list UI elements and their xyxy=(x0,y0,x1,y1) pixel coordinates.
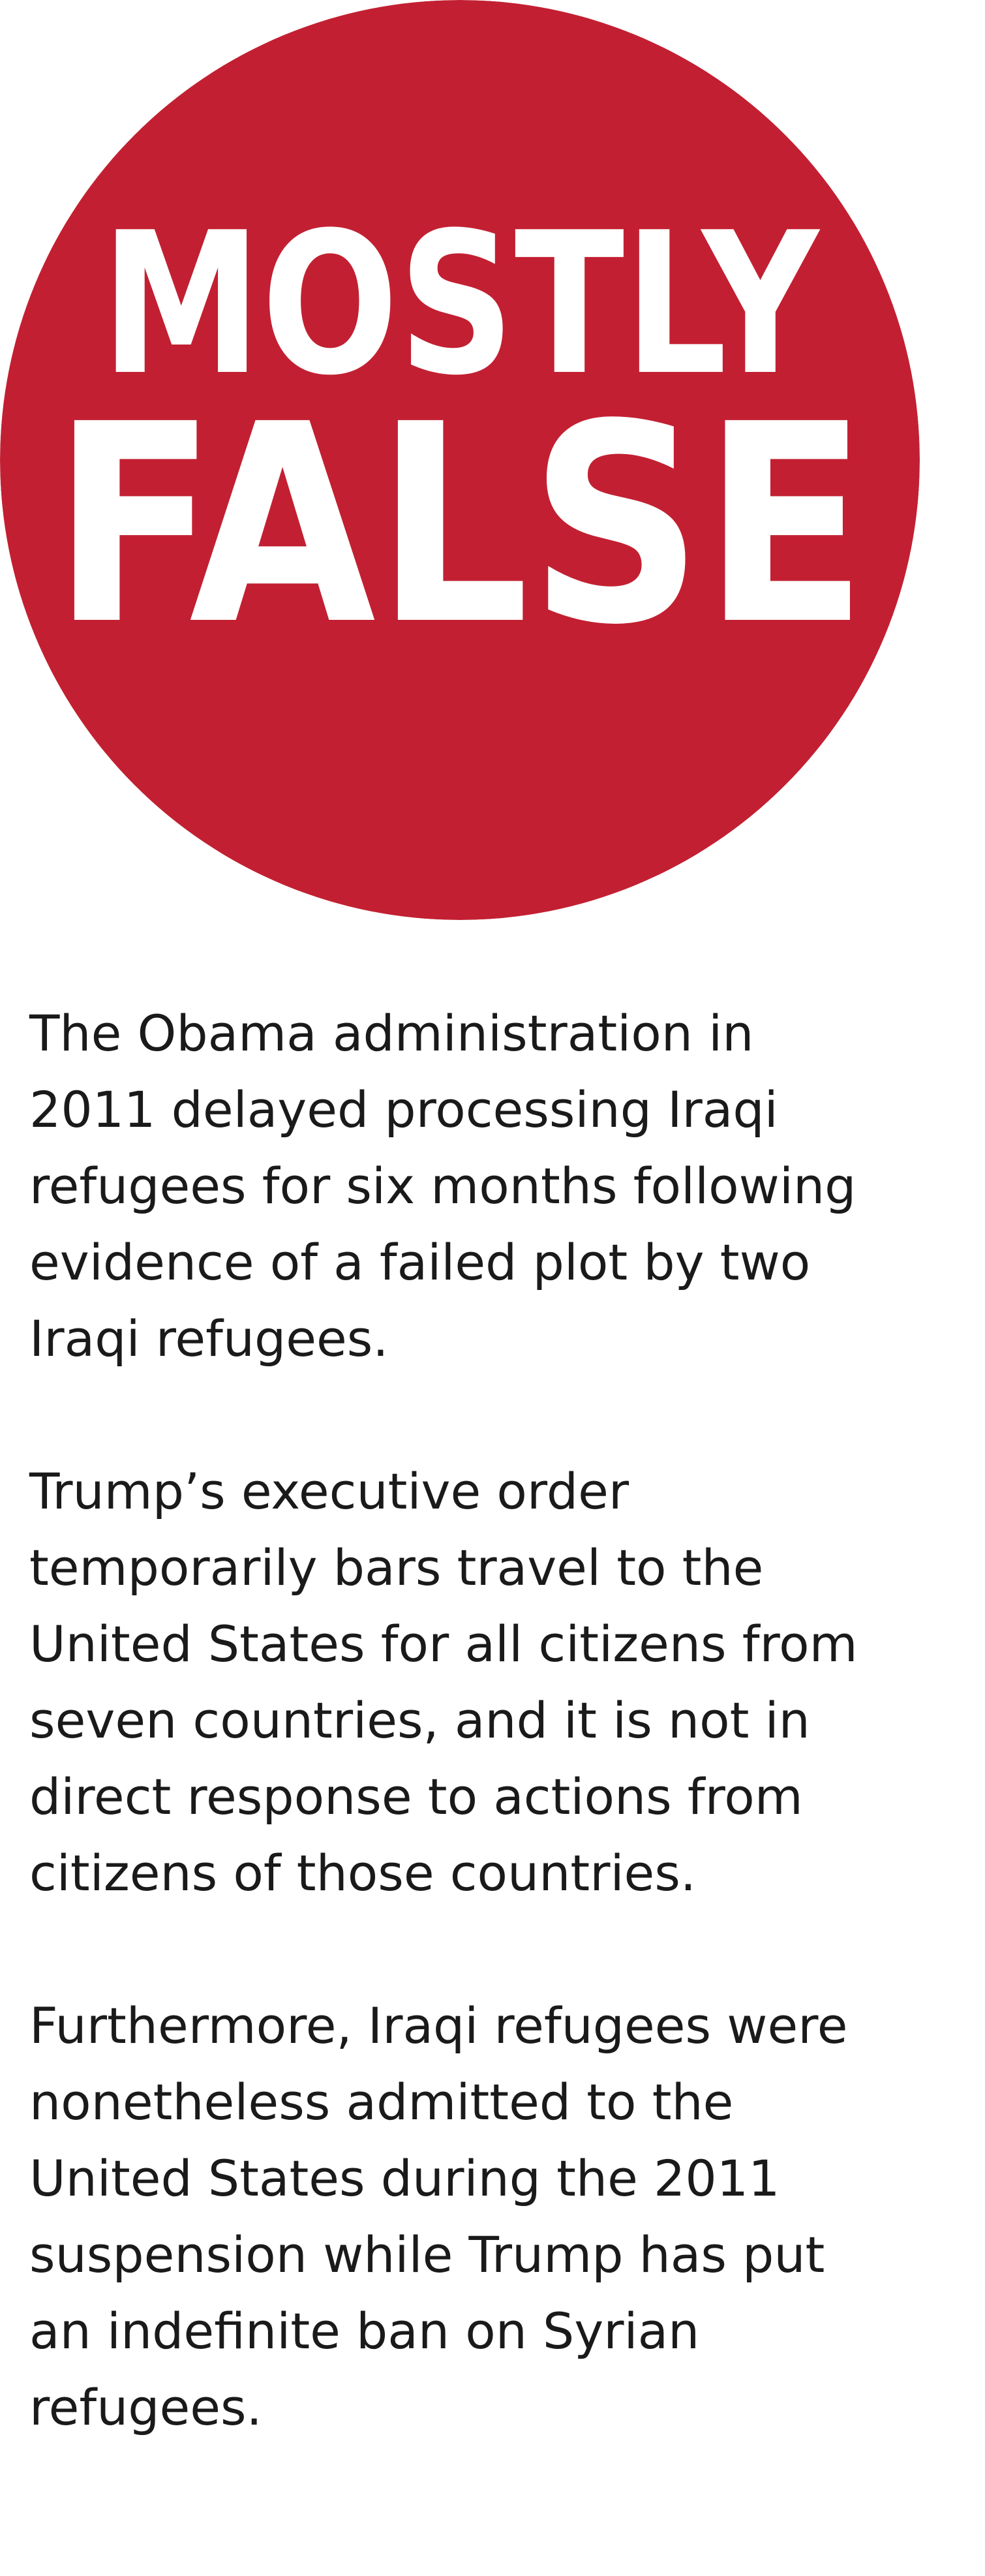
text-line: seven countries, and it is not in xyxy=(29,1691,810,1749)
text-line: refugees for six months following xyxy=(29,1157,856,1215)
ruling-circle xyxy=(0,0,920,920)
text-line: The Obama administration in xyxy=(29,1004,754,1062)
text-line: Iraqi refugees. xyxy=(29,1310,389,1368)
ruling-word-mostly: MOSTLY xyxy=(101,191,821,418)
text-line: United States during the 2011 xyxy=(29,2149,780,2207)
text-line: citizens of those countries. xyxy=(29,1844,697,1902)
text-line: refugees. xyxy=(29,2378,262,2436)
text-line: suspension while Trump has put xyxy=(29,2226,825,2284)
ruling-badge-graphic: MOSTLY FALSE xyxy=(0,0,920,920)
text-line: an indefinite ban on Syrian xyxy=(29,2302,700,2360)
paragraph-furthermore: Furthermore, Iraqi refugees were nonethe… xyxy=(29,1987,969,2446)
text-line: temporarily bars travel to the xyxy=(29,1539,764,1597)
ruling-explanation: The Obama administration in 2011 delayed… xyxy=(29,995,969,2446)
text-line: evidence of a failed plot by two xyxy=(29,1233,811,1291)
text-line: nonetheless admitted to the xyxy=(29,2073,734,2131)
text-line: United States for all citizens from xyxy=(29,1615,858,1673)
text-line: direct response to actions from xyxy=(29,1768,803,1826)
text-line: 2011 delayed processing Iraqi xyxy=(29,1081,778,1139)
text-line: Furthermore, Iraqi refugees were xyxy=(29,1997,848,2055)
paragraph-obama-2011: The Obama administration in 2011 delayed… xyxy=(29,995,969,1377)
paragraph-trump-order: Trump’s executive order temporarily bars… xyxy=(29,1453,969,1911)
ruling-badge: MOSTLY FALSE xyxy=(0,0,920,920)
text-line: Trump’s executive order xyxy=(29,1462,629,1520)
ruling-word-false: FALSE xyxy=(52,366,868,685)
